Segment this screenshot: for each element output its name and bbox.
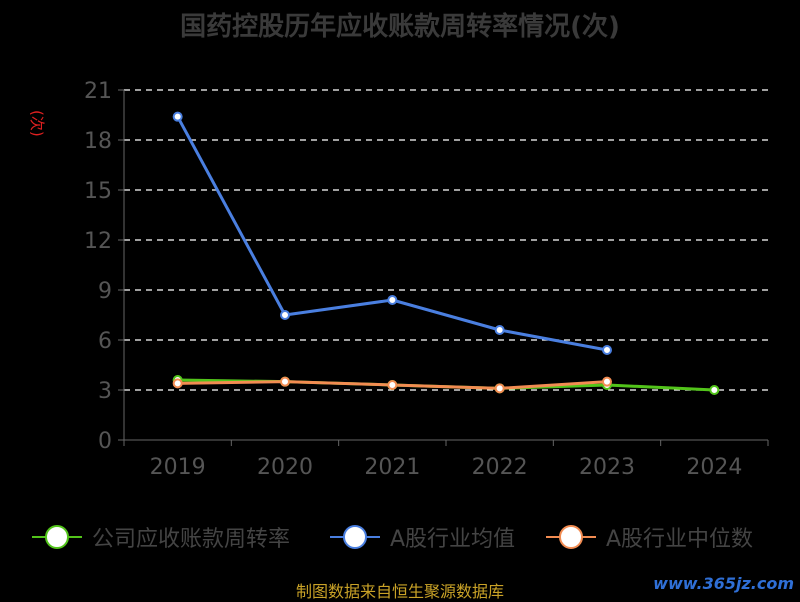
series-points (172, 111, 720, 395)
data-point (172, 111, 183, 122)
y-tick-label: 6 (98, 329, 112, 354)
legend-swatch (546, 520, 596, 554)
y-tick-label: 0 (98, 429, 112, 454)
data-source-note: 制图数据来自恒生聚源数据库 (295, 582, 504, 601)
legend-swatch (330, 520, 380, 554)
x-tick-label: 2020 (257, 455, 313, 480)
legend-item-company[interactable]: 公司应收账款周转率 (32, 520, 290, 554)
chart-title: 国药控股历年应收账款周转率情况(次) (180, 12, 620, 42)
y-tick-label: 9 (98, 279, 112, 304)
watermark: www.365jz.com (653, 574, 794, 593)
data-point (602, 345, 612, 355)
legend-label: A股行业均值 (390, 527, 516, 552)
x-tick-label: 2021 (364, 455, 420, 480)
legend-swatch (32, 520, 82, 554)
x-tick-label: 2024 (686, 455, 742, 480)
legend-item-industry-median[interactable]: A股行业中位数 (546, 520, 753, 554)
y-tick-label: 15 (84, 179, 112, 204)
x-tick-label: 2022 (472, 455, 528, 480)
data-point (494, 325, 505, 335)
grid-lines (124, 89, 768, 391)
x-tick-label: 2023 (579, 455, 635, 480)
legend: 公司应收账款周转率 A股行业均值 A股行业中位数 (0, 520, 800, 554)
series-line (176, 115, 608, 352)
y-tick-label: 12 (84, 229, 112, 254)
data-point (602, 376, 612, 387)
data-point (280, 376, 290, 387)
y-tick-label: 3 (98, 379, 112, 404)
y-tick-label: 18 (84, 129, 112, 154)
data-point (494, 383, 505, 394)
legend-label: A股行业中位数 (606, 527, 754, 552)
data-point (387, 295, 398, 305)
data-point (280, 310, 290, 320)
legend-label: 公司应收账款周转率 (92, 527, 291, 552)
data-point (387, 380, 398, 390)
series-lines (176, 115, 715, 392)
data-point (172, 378, 183, 389)
legend-item-industry-mean[interactable]: A股行业均值 (330, 520, 515, 554)
axes: 0 3 6 9 12 15 18 21 2019 2020 2021 2022 2023 2024 (84, 79, 769, 480)
data-point (709, 385, 720, 395)
x-tick-label: 2019 (150, 455, 206, 480)
y-tick-label: 21 (84, 79, 112, 104)
